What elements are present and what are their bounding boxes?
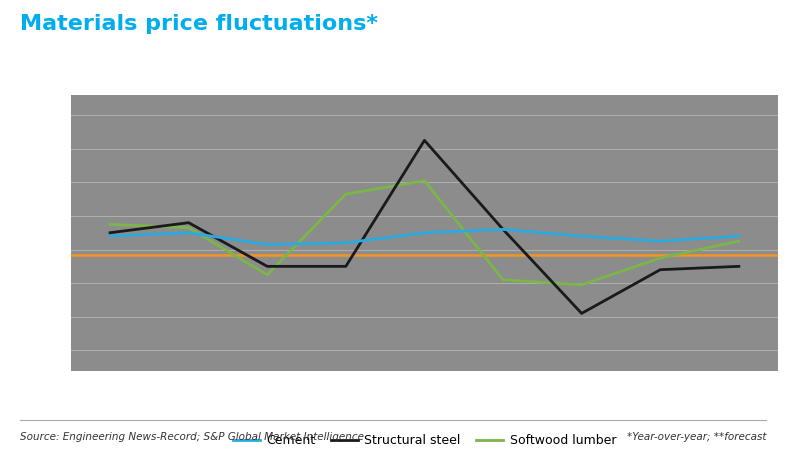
Text: Source: Engineering News-Record; S&P Global Market Intelligence: Source: Engineering News-Record; S&P Glo…	[20, 432, 364, 442]
Legend: Cement, Structural steel, Softwood lumber: Cement, Structural steel, Softwood lumbe…	[228, 429, 621, 452]
Text: Materials price fluctuations*: Materials price fluctuations*	[20, 14, 377, 34]
Text: *Year-over-year; **forecast: *Year-over-year; **forecast	[627, 432, 766, 442]
